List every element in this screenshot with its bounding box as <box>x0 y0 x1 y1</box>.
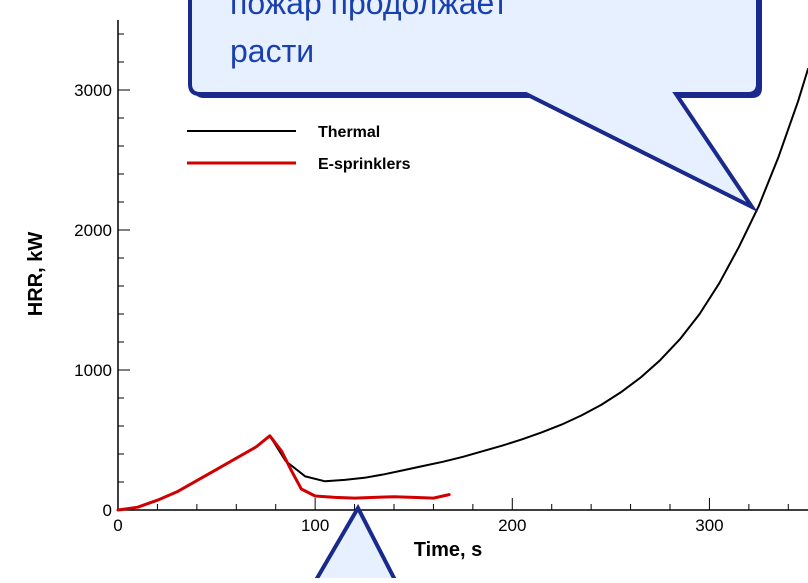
x-tick-label: 300 <box>695 516 723 535</box>
y-tick-label: 2000 <box>74 221 112 240</box>
callout-top-line-1: пожар продолжает <box>230 0 508 21</box>
x-axis-title: Time, s <box>414 539 483 561</box>
callout-top-line-2: расти <box>230 33 314 69</box>
y-tick-label: 0 <box>103 501 112 520</box>
callout-bottom <box>314 503 399 583</box>
x-tick-label: 0 <box>113 516 122 535</box>
callout-bottom-pointer <box>314 503 397 582</box>
callout-top: пожар продолжает расти <box>188 0 762 213</box>
legend: Thermal E-sprinklers <box>187 124 411 173</box>
chart-axes <box>117 20 808 511</box>
legend-label-thermal: Thermal <box>318 124 380 141</box>
callout-top-bubble <box>188 0 760 213</box>
x-tick-label: 100 <box>301 516 329 535</box>
y-axis-title: HRR, kW <box>25 232 47 317</box>
series-line-e-sprinklers <box>116 434 451 512</box>
y-tick-label: 1000 <box>74 361 112 380</box>
legend-label-e-sprinklers: E-sprinklers <box>318 156 411 173</box>
x-tick-label: 200 <box>498 516 526 535</box>
series-layer <box>116 68 808 512</box>
y-tick-label: 3000 <box>74 81 112 100</box>
